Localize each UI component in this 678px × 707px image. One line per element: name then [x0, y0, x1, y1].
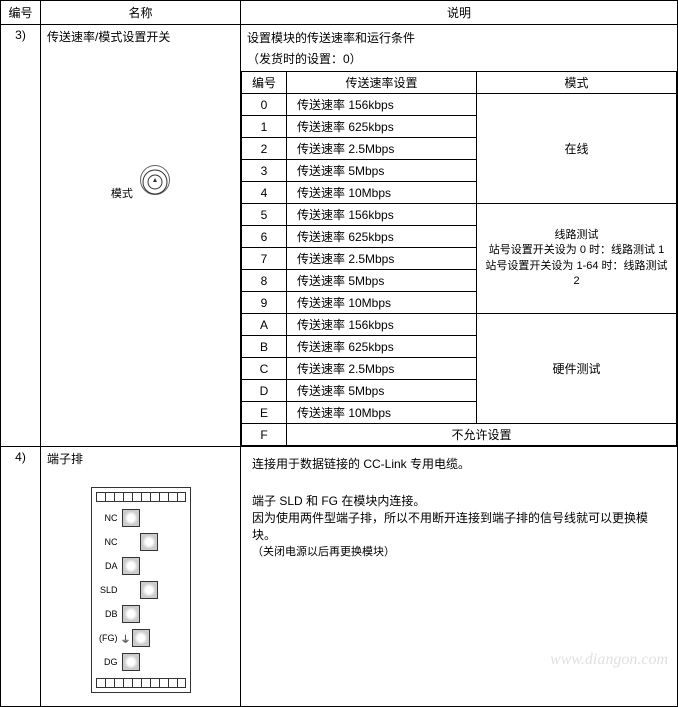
- mode-test-title: 线路测试: [483, 228, 670, 243]
- rate-val: 传送速率 10Mbps: [287, 182, 477, 204]
- rate-no: D: [242, 380, 287, 402]
- tl: NC: [96, 537, 121, 547]
- rate-val: 传送速率 2.5Mbps: [287, 358, 477, 380]
- rate-val: 传送速率 10Mbps: [287, 402, 477, 424]
- rate-no: 5: [242, 204, 287, 226]
- rate-val: 不允许设置: [287, 424, 677, 446]
- rate-no: 9: [242, 292, 287, 314]
- row3-desc: 设置模块的传送速率和运行条件 （发货时的设置：0） 编号 传送速率设置 模式 0…: [241, 25, 678, 447]
- row4-d3: 因为使用两件型端子排，所以不用断开连接到端子排的信号线就可以更换模块。: [252, 509, 666, 543]
- rate-no: E: [242, 402, 287, 424]
- rate-header-row: 编号 传送速率设置 模式: [242, 72, 677, 94]
- rate-row: 5 传送速率 156kbps 线路测试 站号设置开关设为 0 时：线路测试 1 …: [242, 204, 677, 226]
- rate-val: 传送速率 2.5Mbps: [287, 248, 477, 270]
- tl: (FG): [96, 633, 121, 643]
- rate-val: 传送速率 156kbps: [287, 94, 477, 116]
- row3-desc1: 设置模块的传送速率和运行条件: [241, 25, 677, 50]
- rate-table: 编号 传送速率设置 模式 0 传送速率 156kbps 在线 1传送速率 625…: [241, 71, 677, 446]
- header-row: 编号 名称 说明: [1, 1, 678, 25]
- dial-graphic: 模式: [47, 165, 234, 201]
- header-name: 名称: [41, 1, 241, 25]
- rate-no: C: [242, 358, 287, 380]
- rotary-dial-icon: [140, 165, 170, 195]
- row4-name: 端子排 NC NC DA SLD DB (FG)⏚ DG: [41, 447, 241, 707]
- row4-d2: 端子 SLD 和 FG 在模块内连接。: [252, 492, 666, 509]
- rate-row: 0 传送速率 156kbps 在线: [242, 94, 677, 116]
- rate-no: 7: [242, 248, 287, 270]
- rate-row: F 不允许设置: [242, 424, 677, 446]
- rate-h-mode: 模式: [477, 72, 677, 94]
- mode-online: 在线: [477, 94, 677, 204]
- tl: DA: [96, 561, 121, 571]
- rate-val: 传送速率 10Mbps: [287, 292, 477, 314]
- mode-hw: 硬件测试: [477, 314, 677, 424]
- tl: SLD: [96, 585, 121, 595]
- rate-h-rate: 传送速率设置: [287, 72, 477, 94]
- row3-no: 3): [1, 25, 41, 447]
- rate-val: 传送速率 5Mbps: [287, 380, 477, 402]
- tl: NC: [96, 513, 121, 523]
- rate-val: 传送速率 156kbps: [287, 204, 477, 226]
- rate-no: 2: [242, 138, 287, 160]
- rate-no: F: [242, 424, 287, 446]
- rate-no: A: [242, 314, 287, 336]
- rate-val: 传送速率 625kbps: [287, 226, 477, 248]
- watermark: www.diangon.com: [550, 651, 668, 669]
- rate-row: A 传送速率 156kbps 硬件测试: [242, 314, 677, 336]
- row4-d1: 连接用于数据链接的 CC-Link 专用电缆。: [252, 455, 666, 472]
- rate-no: 4: [242, 182, 287, 204]
- header-desc: 说明: [241, 1, 678, 25]
- tl: DB: [96, 609, 121, 619]
- rate-no: 3: [242, 160, 287, 182]
- rate-val: 传送速率 625kbps: [287, 336, 477, 358]
- rate-val: 传送速率 156kbps: [287, 314, 477, 336]
- tl: DG: [96, 657, 121, 667]
- rate-val: 传送速率 5Mbps: [287, 270, 477, 292]
- header-no: 编号: [1, 1, 41, 25]
- rate-no: B: [242, 336, 287, 358]
- table-row-3: 3) 传送速率/模式设置开关 模式 设置模块的传送速率和运行条件 （发货时的设置…: [1, 25, 678, 447]
- rate-val: 传送速率 625kbps: [287, 116, 477, 138]
- row3-name: 传送速率/模式设置开关 模式: [41, 25, 241, 447]
- mode-test: 线路测试 站号设置开关设为 0 时：线路测试 1 站号设置开关设为 1-64 时…: [477, 204, 677, 314]
- mode-test-1: 站号设置开关设为 0 时：线路测试 1: [483, 243, 670, 258]
- rate-val: 传送速率 2.5Mbps: [287, 138, 477, 160]
- row4-name-text: 端子排: [47, 452, 83, 466]
- mode-test-2: 站号设置开关设为 1-64 时：线路测试 2: [483, 259, 670, 290]
- rate-no: 8: [242, 270, 287, 292]
- row4-d4: （关闭电源以后再更换模块）: [252, 543, 666, 559]
- rate-h-no: 编号: [242, 72, 287, 94]
- rate-no: 1: [242, 116, 287, 138]
- rate-no: 0: [242, 94, 287, 116]
- dial-label: 模式: [111, 188, 133, 200]
- row4-no: 4): [1, 447, 41, 707]
- main-table: 编号 名称 说明 3) 传送速率/模式设置开关 模式 设置模块的传送速率和运行条…: [0, 0, 678, 707]
- terminal-block-graphic: NC NC DA SLD DB (FG)⏚ DG: [91, 487, 191, 693]
- rate-val: 传送速率 5Mbps: [287, 160, 477, 182]
- row3-name-text: 传送速率/模式设置开关: [47, 30, 170, 44]
- rate-no: 6: [242, 226, 287, 248]
- row3-desc2: （发货时的设置：0）: [241, 50, 677, 71]
